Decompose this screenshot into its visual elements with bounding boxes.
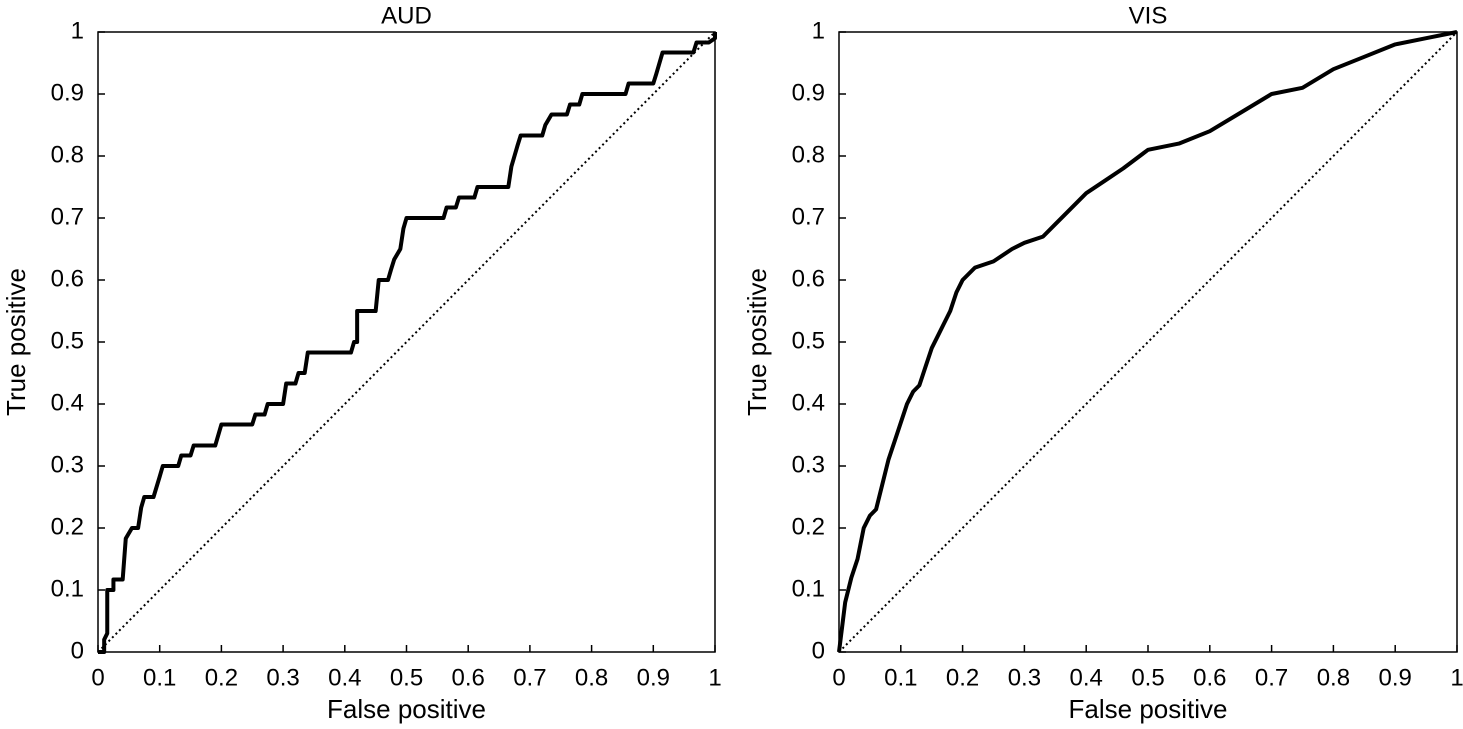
y-tick-label: 0.4 [792,389,825,416]
y-tick-label: 0.8 [792,141,825,168]
y-tick-label: 0.5 [51,327,84,354]
x-tick-label: 0.1 [884,664,917,691]
reference-line [97,31,716,653]
x-tick-label: 0 [832,664,845,691]
chart-title: VIS [1129,2,1168,29]
y-tick-label: 0.3 [792,451,825,478]
y-tick-label: 0.1 [792,575,825,602]
x-tick-label: 0.7 [1255,664,1288,691]
y-tick-label: 0.9 [792,79,825,106]
y-tick-label: 0.6 [792,265,825,292]
y-tick-label: 0.1 [51,575,84,602]
y-axis-label: True positive [742,268,772,416]
y-tick-label: 0 [812,637,825,664]
reference-line [838,31,1458,653]
x-tick-label: 0.6 [1193,664,1226,691]
chart-title: AUD [381,2,432,29]
x-tick-label: 0.6 [452,664,485,691]
x-tick-label: 1 [708,664,721,691]
x-tick-label: 0.1 [143,664,176,691]
y-tick-label: 0.3 [51,451,84,478]
y-tick-label: 0 [71,637,84,664]
x-tick-label: 0.5 [1131,664,1164,691]
y-tick-label: 1 [812,17,825,44]
x-tick-label: 0.2 [205,664,238,691]
x-tick-label: 1 [1450,664,1463,691]
x-tick-label: 0.4 [1070,664,1103,691]
x-tick-label: 0.9 [637,664,670,691]
roc-curve [837,30,1458,653]
x-axis-label: False positive [1069,694,1228,724]
x-axis-label: False positive [327,694,486,724]
x-tick-label: 0.3 [266,664,299,691]
y-axis-label: True positive [1,268,31,416]
x-tick-label: 0 [91,664,104,691]
x-tick-label: 0.5 [390,664,423,691]
y-tick-label: 0.6 [51,265,84,292]
x-tick-label: 0.4 [328,664,361,691]
y-tick-label: 0.4 [51,389,84,416]
y-tick-label: 0.7 [51,203,84,230]
x-tick-label: 0.7 [513,664,546,691]
x-tick-label: 0.3 [1008,664,1041,691]
y-tick-label: 0.9 [51,79,84,106]
x-tick-label: 0.9 [1379,664,1412,691]
y-tick-label: 0.7 [792,203,825,230]
y-tick-label: 0.5 [792,327,825,354]
x-tick-label: 0.8 [1317,664,1350,691]
y-tick-label: 1 [71,17,84,44]
y-tick-label: 0.2 [51,513,84,540]
y-tick-label: 0.8 [51,141,84,168]
x-tick-label: 0.8 [575,664,608,691]
y-tick-label: 0.2 [792,513,825,540]
x-tick-label: 0.2 [946,664,979,691]
roc-curve [98,32,717,654]
